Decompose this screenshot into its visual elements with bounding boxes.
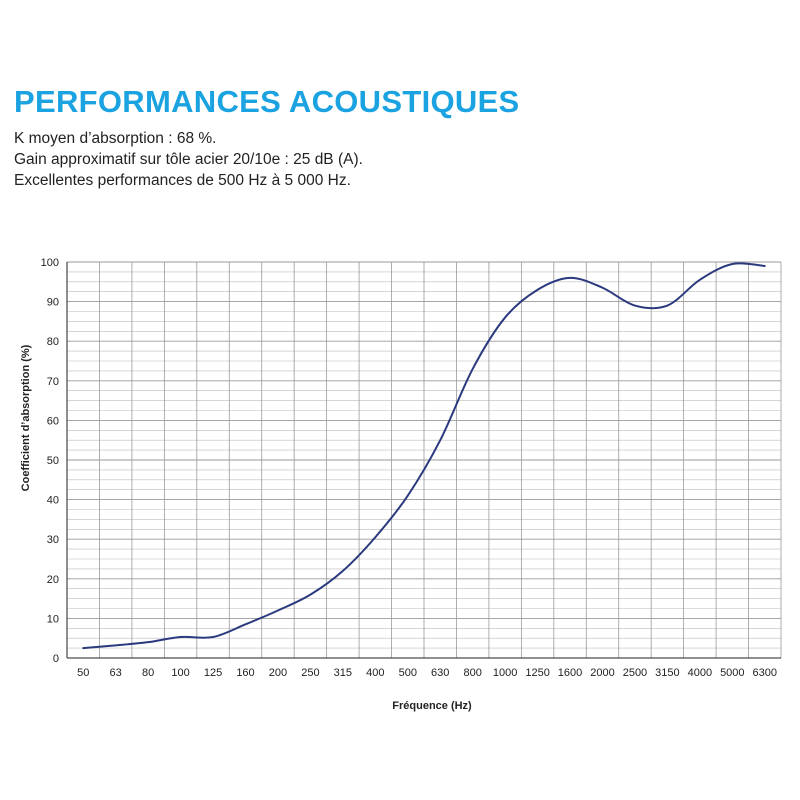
x-tick-labels: 50 63 80 100 125 160 200 250 315 400 500 630 800 1000… (77, 667, 777, 679)
y-tick-labels: 0 10 20 30 40 50 60 70 80 90 100 (41, 257, 59, 665)
y-tick-label: 30 (47, 534, 59, 546)
x-tick-label: 1600 (558, 667, 582, 679)
x-tick-label: 250 (301, 667, 319, 679)
series-line (82, 262, 766, 650)
x-tick-label: 800 (464, 667, 482, 679)
page-title: PERFORMANCES ACOUSTIQUES (14, 84, 520, 119)
x-tick-label: 80 (142, 667, 154, 679)
description-line: Excellentes performances de 500 Hz à 5 0… (14, 172, 351, 189)
x-axis-label: Fréquence (Hz) (392, 700, 472, 712)
absorption-chart: 0 10 20 30 40 50 60 70 80 90 100 50 63 80 100 125 160 20… (20, 257, 782, 712)
description-list: K moyen d’absorption : 68 %. Gain approx… (14, 128, 363, 191)
x-tick-label: 160 (236, 667, 254, 679)
y-tick-label: 0 (53, 653, 59, 665)
x-tick-label: 63 (110, 667, 122, 679)
x-tick-label: 5000 (720, 667, 744, 679)
x-tick-label: 125 (204, 667, 222, 679)
x-tick-label: 1000 (493, 667, 517, 679)
x-tick-label: 2500 (623, 667, 647, 679)
x-tick-label: 6300 (753, 667, 777, 679)
y-tick-label: 50 (47, 455, 59, 467)
x-tick-label: 50 (77, 667, 89, 679)
x-tick-label: 500 (399, 667, 417, 679)
y-tick-label: 100 (41, 257, 59, 269)
y-tick-label: 70 (47, 376, 59, 388)
description-line: Gain approximatif sur tôle acier 20/10e … (14, 151, 363, 168)
x-tick-label: 1250 (525, 667, 549, 679)
x-tick-label: 4000 (688, 667, 712, 679)
y-tick-label: 40 (47, 495, 59, 507)
y-tick-label: 60 (47, 415, 59, 427)
x-tick-label: 315 (334, 667, 352, 679)
series-layer (82, 262, 766, 650)
y-tick-label: 20 (47, 574, 59, 586)
y-tick-label: 80 (47, 336, 59, 348)
y-tick-label: 90 (47, 297, 59, 309)
chart-grid (66, 261, 782, 659)
x-tick-label: 630 (431, 667, 449, 679)
x-tick-label: 100 (171, 667, 189, 679)
description-line: K moyen d’absorption : 68 %. (14, 130, 217, 147)
x-tick-label: 2000 (590, 667, 614, 679)
x-tick-label: 200 (269, 667, 287, 679)
x-tick-label: 400 (366, 667, 384, 679)
x-tick-label: 3150 (655, 667, 679, 679)
y-axis-label: Coefficient d’absorption (%) (20, 344, 32, 491)
y-tick-label: 10 (47, 613, 59, 625)
